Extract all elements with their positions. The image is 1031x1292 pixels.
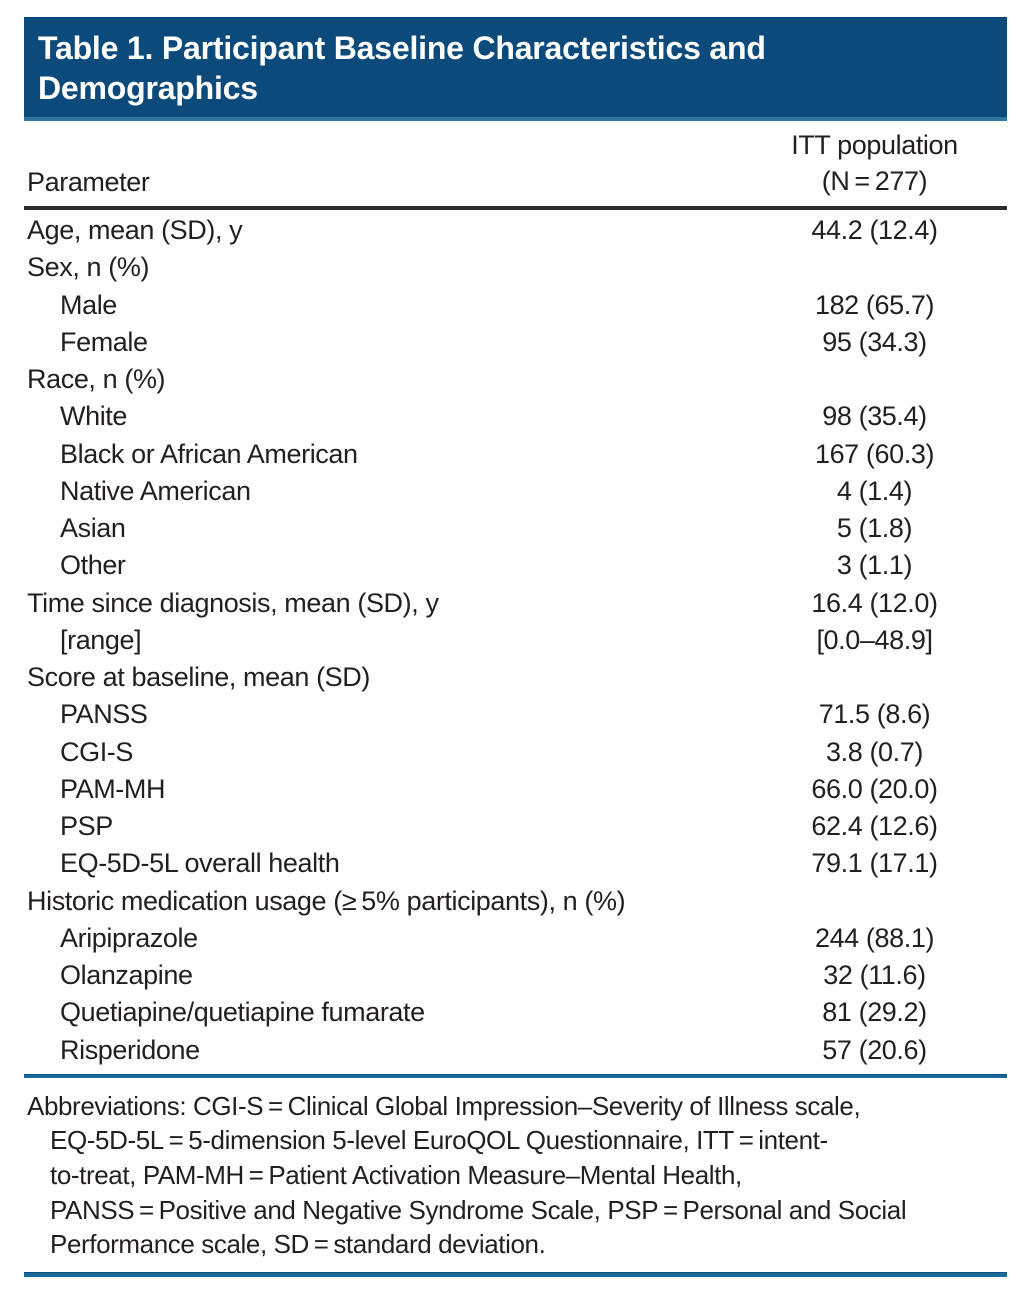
table-row: PANSS 71.5 (8.6)	[24, 696, 1007, 733]
table-row: Sex, n (%)	[24, 249, 1007, 286]
row-label: Aripiprazole	[60, 922, 198, 953]
row-value: 244 (88.1)	[814, 922, 935, 953]
row-value: 66.0 (20.0)	[811, 773, 938, 804]
table-row: PAM-MH 66.0 (20.0)	[24, 771, 1007, 808]
row-label: Quetiapine/quetiapine fumarate	[60, 997, 425, 1028]
footnote-line: PANSS = Positive and Negative Syndrome S…	[50, 1194, 907, 1225]
row-value: 71.5 (8.6)	[818, 699, 931, 730]
table-row: Time since diagnosis, mean (SD), y 16.4 …	[24, 585, 1007, 622]
footnote-line: to-treat, PAM-MH = Patient Activation Me…	[50, 1159, 742, 1190]
table-row: Risperidone 57 (20.6)	[24, 1032, 1007, 1069]
row-label: Native American	[60, 475, 251, 506]
table-row: Native American 4 (1.4)	[24, 473, 1007, 510]
row-label: Time since diagnosis, mean (SD), y	[27, 587, 439, 618]
row-value: 182 (65.7)	[814, 289, 935, 320]
footnote-line: EQ-5D-5L = 5-dimension 5-level EuroQOL Q…	[50, 1125, 828, 1156]
row-label: PAM-MH	[60, 773, 166, 804]
row-value: [0.0–48.9]	[816, 624, 933, 655]
table-row: Age, mean (SD), y 44.2 (12.4)	[24, 212, 1007, 249]
row-value: 81 (29.2)	[822, 997, 927, 1028]
row-value: 62.4 (12.6)	[811, 811, 938, 842]
row-label: Historic medication usage (≥ 5% particip…	[27, 885, 626, 916]
row-label: White	[60, 401, 128, 432]
row-label: EQ-5D-5L overall health	[60, 848, 340, 879]
table-bottom-rule	[24, 1271, 1007, 1277]
table-row: PSP 62.4 (12.6)	[24, 808, 1007, 845]
table-row: Asian 5 (1.8)	[24, 510, 1007, 547]
table-row: Historic medication usage (≥ 5% particip…	[24, 883, 1007, 920]
row-label: Age, mean (SD), y	[27, 215, 243, 246]
footnote-top-rule	[24, 1073, 1007, 1078]
row-label: Olanzapine	[60, 960, 193, 991]
row-value: 79.1 (17.1)	[811, 848, 938, 879]
row-value: 44.2 (12.4)	[811, 215, 938, 246]
row-label: Asian	[60, 513, 126, 544]
row-value: 167 (60.3)	[814, 438, 935, 469]
table-row: Black or African American 167 (60.3)	[24, 436, 1007, 473]
table-row: Other 3 (1.1)	[24, 547, 1007, 584]
table-card: Table 1. Participant Baseline Characteri…	[24, 17, 1007, 1277]
column-header-population-line2: (N = 277)	[821, 166, 928, 196]
row-value: 5 (1.8)	[836, 513, 913, 544]
row-label: PSP	[60, 811, 113, 842]
row-label: Other	[60, 550, 126, 581]
footnote: Abbreviations: CGI-S = Clinical Global I…	[24, 1078, 1007, 1270]
column-header-population: ITT population (N = 277)	[742, 127, 1007, 199]
row-value: 32 (11.6)	[823, 960, 926, 991]
table-row: Olanzapine 32 (11.6)	[24, 957, 1007, 994]
column-header-parameter: Parameter	[27, 167, 150, 197]
row-label: Sex, n (%)	[27, 252, 150, 283]
column-header-row: Parameter ITT population (N = 277)	[24, 121, 1007, 210]
table-row: [range] [0.0–48.9]	[24, 622, 1007, 659]
row-label: CGI-S	[60, 736, 134, 767]
row-value: 57 (20.6)	[822, 1034, 927, 1065]
table-row: Female 95 (34.3)	[24, 324, 1007, 361]
table-row: Score at baseline, mean (SD)	[24, 659, 1007, 696]
row-value: 98 (35.4)	[822, 401, 927, 432]
row-value: 95 (34.3)	[822, 326, 927, 357]
table-row: White 98 (35.4)	[24, 398, 1007, 435]
row-label: PANSS	[60, 699, 148, 730]
row-value: 4 (1.4)	[836, 475, 913, 506]
table-row: Aripiprazole 244 (88.1)	[24, 920, 1007, 957]
table-row: Male 182 (65.7)	[24, 287, 1007, 324]
row-label: Risperidone	[60, 1034, 200, 1065]
table-row: CGI-S 3.8 (0.7)	[24, 734, 1007, 771]
row-label: Black or African American	[60, 438, 358, 469]
row-label: Race, n (%)	[27, 364, 166, 395]
table-row: EQ-5D-5L overall health 79.1 (17.1)	[24, 845, 1007, 882]
footnote-line: Abbreviations: CGI-S = Clinical Global I…	[27, 1090, 861, 1121]
row-value: 3 (1.1)	[836, 550, 913, 581]
footnote-line: Performance scale, SD = standard deviati…	[50, 1229, 546, 1260]
row-value: 16.4 (12.0)	[811, 587, 938, 618]
row-label: Score at baseline, mean (SD)	[27, 662, 370, 693]
table-row: Quetiapine/quetiapine fumarate 81 (29.2)	[24, 994, 1007, 1031]
row-label: Female	[60, 326, 148, 357]
row-label: Male	[60, 289, 117, 320]
table-row: Race, n (%)	[24, 361, 1007, 398]
column-header-population-line1: ITT population	[791, 130, 958, 160]
table-title: Table 1. Participant Baseline Characteri…	[24, 17, 1007, 121]
row-label: [range]	[60, 624, 142, 655]
row-value: 3.8 (0.7)	[826, 736, 923, 767]
table-body: Age, mean (SD), y 44.2 (12.4) Sex, n (%)…	[24, 210, 1007, 1069]
